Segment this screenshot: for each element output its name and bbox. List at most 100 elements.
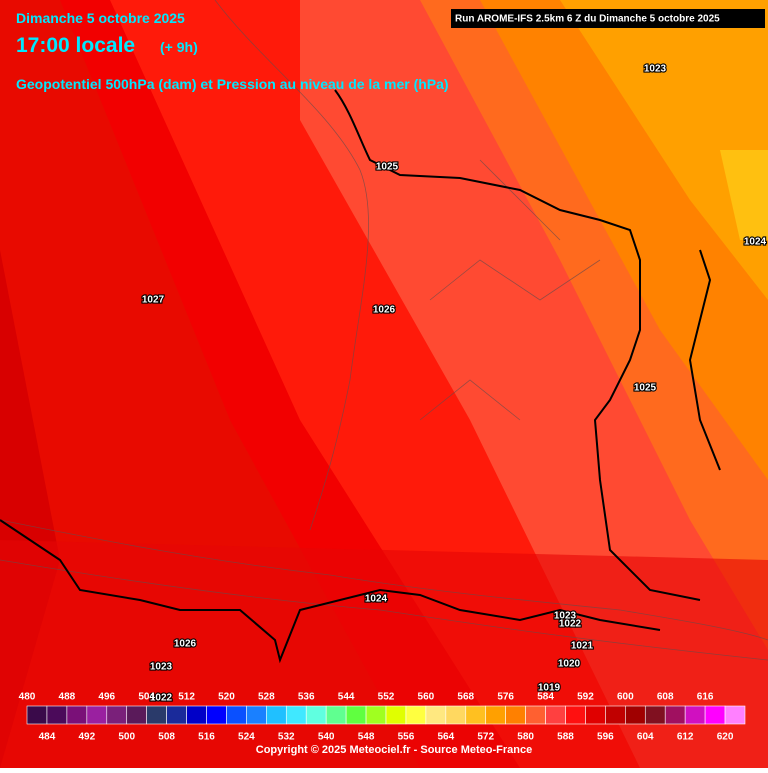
isobar-label: 1025 <box>634 383 657 394</box>
scale-swatch <box>565 705 586 725</box>
scale-swatch <box>684 705 706 725</box>
scale-label: 496 <box>98 692 115 703</box>
scale-swatch <box>525 705 546 725</box>
isobar-label: 1019 <box>538 683 561 694</box>
scale-swatch <box>425 705 447 725</box>
scale-label: 604 <box>637 732 654 743</box>
scale-label: 616 <box>697 692 714 703</box>
isobar-label: 1024 <box>365 594 388 605</box>
scale-swatch <box>26 705 48 725</box>
scale-label: 512 <box>178 692 195 703</box>
isobars <box>0 0 768 661</box>
region-line <box>419 159 601 421</box>
scale-label: 548 <box>358 732 375 743</box>
scale-label: 592 <box>577 692 594 703</box>
isobar-line <box>0 559 768 661</box>
isobar-label: 1027 <box>142 295 165 306</box>
copyright: Copyright © 2025 Meteociel.fr - Source M… <box>256 744 532 756</box>
run-box <box>451 9 765 28</box>
scale-label: 620 <box>717 732 734 743</box>
scale-label: 480 <box>19 692 36 703</box>
scale-label: 584 <box>537 692 554 703</box>
scale-swatch <box>126 705 147 725</box>
isobar-line <box>0 519 768 641</box>
scale-label: 524 <box>238 732 255 743</box>
scale-label: 556 <box>398 732 415 743</box>
date: Dimanche 5 octobre 2025 <box>16 10 185 26</box>
scale-label: 492 <box>78 732 95 743</box>
scale-swatch <box>365 705 387 725</box>
scale-swatch <box>724 705 746 725</box>
scale-label: 576 <box>497 692 514 703</box>
run-info: Run AROME-IFS 2.5km 6 Z du Dimanche 5 oc… <box>455 14 720 25</box>
scale-swatch <box>325 705 347 725</box>
scale-label: 600 <box>617 692 634 703</box>
isobar-label: 1026 <box>373 305 396 316</box>
isobar-label: 1023 <box>554 611 577 622</box>
band <box>560 0 768 300</box>
scale-swatch <box>445 705 467 725</box>
scale-label: 504 <box>138 692 155 703</box>
offset: (+ 9h) <box>160 39 198 55</box>
scale-swatch <box>166 705 187 725</box>
isobar-label: 1025 <box>376 162 399 173</box>
scale-swatch <box>285 705 307 725</box>
scale-label: 560 <box>418 692 435 703</box>
scale-label: 532 <box>278 732 295 743</box>
scale-label: 588 <box>557 732 574 743</box>
isobar-label: 1020 <box>558 659 581 670</box>
isobar-label: 1021 <box>571 641 594 652</box>
border <box>688 249 721 471</box>
scale-swatch <box>46 705 68 725</box>
scale-swatch <box>206 705 227 725</box>
scale-swatch <box>66 705 88 725</box>
scale-label: 508 <box>158 732 175 743</box>
scale-label: 516 <box>198 732 215 743</box>
scale-label: 612 <box>677 732 694 743</box>
scale-label: 544 <box>338 692 355 703</box>
scale-label: 488 <box>59 692 76 703</box>
scale-label: 568 <box>457 692 474 703</box>
product: Geopotentiel 500hPa (dam) et Pression au… <box>16 76 449 92</box>
scale-swatch <box>625 705 646 725</box>
border <box>334 89 701 601</box>
border <box>0 519 661 664</box>
scale-swatch <box>465 705 487 725</box>
band <box>720 150 768 240</box>
scale-swatch <box>305 705 327 725</box>
scale-label: 536 <box>298 692 315 703</box>
isobar-labels: 1023102410251027102610251024102310221021… <box>141 63 768 705</box>
borders <box>0 89 721 664</box>
scale-swatch <box>106 705 128 725</box>
scale-swatch <box>146 705 167 725</box>
scale-swatch <box>664 705 686 725</box>
isobar-label: 1022 <box>559 619 582 630</box>
scale-label: 564 <box>437 732 454 743</box>
scale-swatch <box>86 705 108 725</box>
time: 17:00 locale <box>16 34 135 57</box>
color-scale: 480 488 496 504 512 520 528 536 544 552 560 568 576 5… <box>19 692 746 743</box>
scale-label: 552 <box>378 692 395 703</box>
scale-label: 540 <box>318 732 335 743</box>
scale-swatch <box>644 705 666 725</box>
scale-label: 596 <box>597 732 614 743</box>
isobar-label: 1026 <box>174 639 197 650</box>
scale-swatch <box>605 705 626 725</box>
coast <box>214 0 369 531</box>
isobar-label: 1024 <box>744 237 767 248</box>
scale-swatch <box>385 705 407 725</box>
scale-label: 500 <box>118 732 135 743</box>
scale-label: 608 <box>657 692 674 703</box>
scale-label: 520 <box>218 692 235 703</box>
isobar-label: 1023 <box>644 64 667 75</box>
scale-label: 572 <box>477 732 494 743</box>
scale-swatch <box>485 705 506 725</box>
scale-swatch <box>545 705 566 725</box>
isobar-label: 1022 <box>150 693 173 704</box>
scale-swatch <box>405 705 427 725</box>
scale-swatch <box>186 705 207 725</box>
scale-swatch <box>226 705 247 725</box>
scale-swatch <box>345 705 367 725</box>
scale-swatch <box>704 705 726 725</box>
